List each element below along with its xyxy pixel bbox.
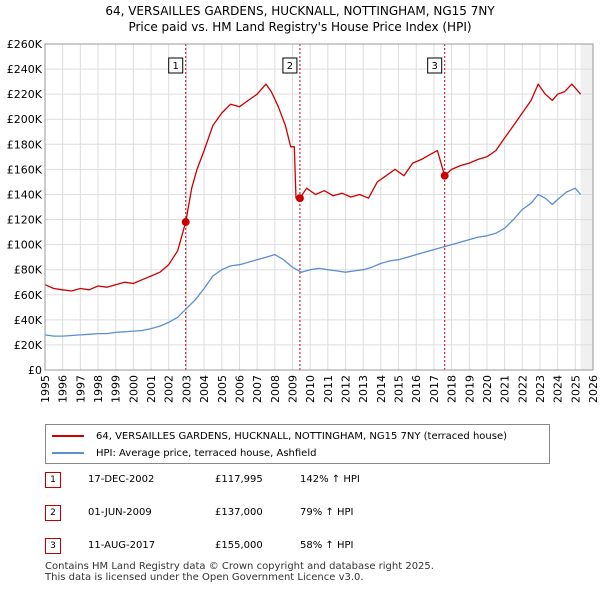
x-tick-label: 2020 bbox=[481, 375, 494, 403]
legend-label-hpi: HPI: Average price, terraced house, Ashf… bbox=[96, 447, 317, 459]
property-price-line bbox=[44, 83, 582, 292]
y-tick-label: £220K bbox=[7, 88, 43, 101]
y-tick-label: £240K bbox=[7, 63, 43, 76]
y-tick-label: £120K bbox=[7, 214, 43, 227]
x-tick-label: 2000 bbox=[127, 375, 140, 403]
transaction-marker-label: 3 bbox=[431, 61, 437, 72]
x-tick-label: 2015 bbox=[393, 375, 406, 403]
price-chart: £0 £20K £40K £60K £80K £100K £120K £140K £160K £1… bbox=[7, 38, 600, 403]
y-tick-label: £160K bbox=[7, 163, 43, 176]
legend-label-property: 64, VERSAILLES GARDENS, HUCKNALL, NOTTIN… bbox=[96, 430, 508, 442]
chart-subtitle: Price paid vs. HM Land Registry's House … bbox=[128, 20, 472, 34]
x-tick-label: 2012 bbox=[340, 375, 353, 403]
transaction-number-badge: 2 bbox=[45, 505, 61, 521]
y-tick-label: £40K bbox=[14, 314, 43, 327]
x-tick-label: 1999 bbox=[110, 375, 123, 403]
x-tick-label: 2005 bbox=[216, 375, 229, 403]
footer: Contains HM Land Registry data © Crown c… bbox=[45, 561, 434, 583]
transaction-marker-label: 1 bbox=[173, 61, 179, 72]
x-tick-label: 2017 bbox=[428, 375, 441, 403]
transaction-marker-label: 2 bbox=[287, 61, 293, 72]
transaction-hpi-change: 58% ↑ HPI bbox=[300, 540, 354, 551]
x-tick-label: 2004 bbox=[198, 375, 211, 403]
y-tick-label: £60K bbox=[14, 289, 43, 302]
y-tick-label: £200K bbox=[7, 113, 43, 126]
chart-title: 64, VERSAILLES GARDENS, HUCKNALL, NOTTIN… bbox=[105, 4, 495, 18]
footer-copyright: Contains HM Land Registry data © Crown c… bbox=[45, 561, 434, 572]
transaction-point bbox=[181, 218, 190, 227]
x-tick-label: 2018 bbox=[446, 375, 459, 403]
transaction-marker-box bbox=[427, 57, 443, 74]
transaction-date: 17-DEC-2002 bbox=[88, 474, 155, 485]
transaction-point bbox=[440, 171, 449, 180]
legend-swatch-property bbox=[52, 435, 84, 437]
x-tick-label: 2016 bbox=[410, 375, 423, 403]
x-tick-label: 2026 bbox=[587, 375, 600, 403]
hpi-line bbox=[44, 187, 582, 337]
x-tick-label: 2002 bbox=[163, 375, 176, 403]
transaction-number-badge: 3 bbox=[45, 538, 61, 554]
x-tick-label: 2019 bbox=[463, 375, 476, 403]
x-tick-label: 2022 bbox=[516, 375, 529, 403]
x-tick-label: 2010 bbox=[304, 375, 317, 403]
transaction-price: £117,995 bbox=[215, 474, 263, 485]
x-tick-label: 2023 bbox=[534, 375, 547, 403]
legend-swatch-hpi bbox=[52, 452, 84, 454]
transaction-price: £155,000 bbox=[215, 540, 263, 551]
y-tick-label: £20K bbox=[14, 339, 43, 352]
x-tick-label: 2021 bbox=[499, 375, 512, 403]
x-tick-label: 2024 bbox=[552, 375, 565, 403]
x-tick-label: 2009 bbox=[286, 375, 299, 403]
future-shade bbox=[580, 44, 593, 370]
table-row: 1 17-DEC-2002 £117,995 142% ↑ HPI bbox=[45, 472, 405, 490]
x-tick-label: 1998 bbox=[92, 375, 105, 403]
x-tick-label: 2014 bbox=[375, 375, 388, 403]
legend-item-hpi: HPI: Average price, terraced house, Ashf… bbox=[52, 445, 316, 461]
transaction-date: 01-JUN-2009 bbox=[88, 507, 152, 518]
x-tick-label: 2013 bbox=[357, 375, 370, 403]
transaction-marker-box bbox=[282, 57, 298, 74]
transaction-hpi-change: 142% ↑ HPI bbox=[300, 474, 360, 485]
legend-item-property: 64, VERSAILLES GARDENS, HUCKNALL, NOTTIN… bbox=[52, 428, 507, 444]
y-tick-label: £260K bbox=[7, 38, 43, 51]
table-row: 3 11-AUG-2017 £155,000 58% ↑ HPI bbox=[45, 538, 405, 556]
x-tick-label: 2008 bbox=[269, 375, 282, 403]
table-row: 2 01-JUN-2009 £137,000 79% ↑ HPI bbox=[45, 505, 405, 523]
y-tick-label: £180K bbox=[7, 138, 43, 151]
x-tick-label: 1997 bbox=[74, 375, 87, 403]
transaction-date: 11-AUG-2017 bbox=[88, 540, 156, 551]
transaction-price: £137,000 bbox=[215, 507, 263, 518]
transaction-marker-box bbox=[168, 57, 184, 74]
y-tick-label: £80K bbox=[14, 264, 43, 277]
plot-frame bbox=[44, 43, 594, 371]
legend: 64, VERSAILLES GARDENS, HUCKNALL, NOTTIN… bbox=[45, 424, 550, 464]
x-tick-label: 2006 bbox=[233, 375, 246, 403]
footer-licence: This data is licensed under the Open Gov… bbox=[45, 572, 364, 583]
x-tick-label: 2011 bbox=[322, 375, 335, 403]
transaction-hpi-change: 79% ↑ HPI bbox=[300, 507, 354, 518]
y-tick-label: £100K bbox=[7, 239, 43, 252]
transaction-number-badge: 1 bbox=[45, 472, 61, 488]
x-tick-label: 2003 bbox=[180, 375, 193, 403]
x-tick-label: 1996 bbox=[57, 375, 70, 403]
y-tick-label: £0 bbox=[28, 364, 42, 377]
x-tick-label: 2001 bbox=[145, 375, 158, 403]
x-tick-label: 2007 bbox=[251, 375, 264, 403]
x-tick-label: 1995 bbox=[39, 375, 52, 403]
y-tick-label: £140K bbox=[7, 188, 43, 201]
x-tick-label: 2025 bbox=[569, 375, 582, 403]
transaction-point bbox=[295, 194, 304, 203]
plot-area bbox=[45, 44, 593, 370]
